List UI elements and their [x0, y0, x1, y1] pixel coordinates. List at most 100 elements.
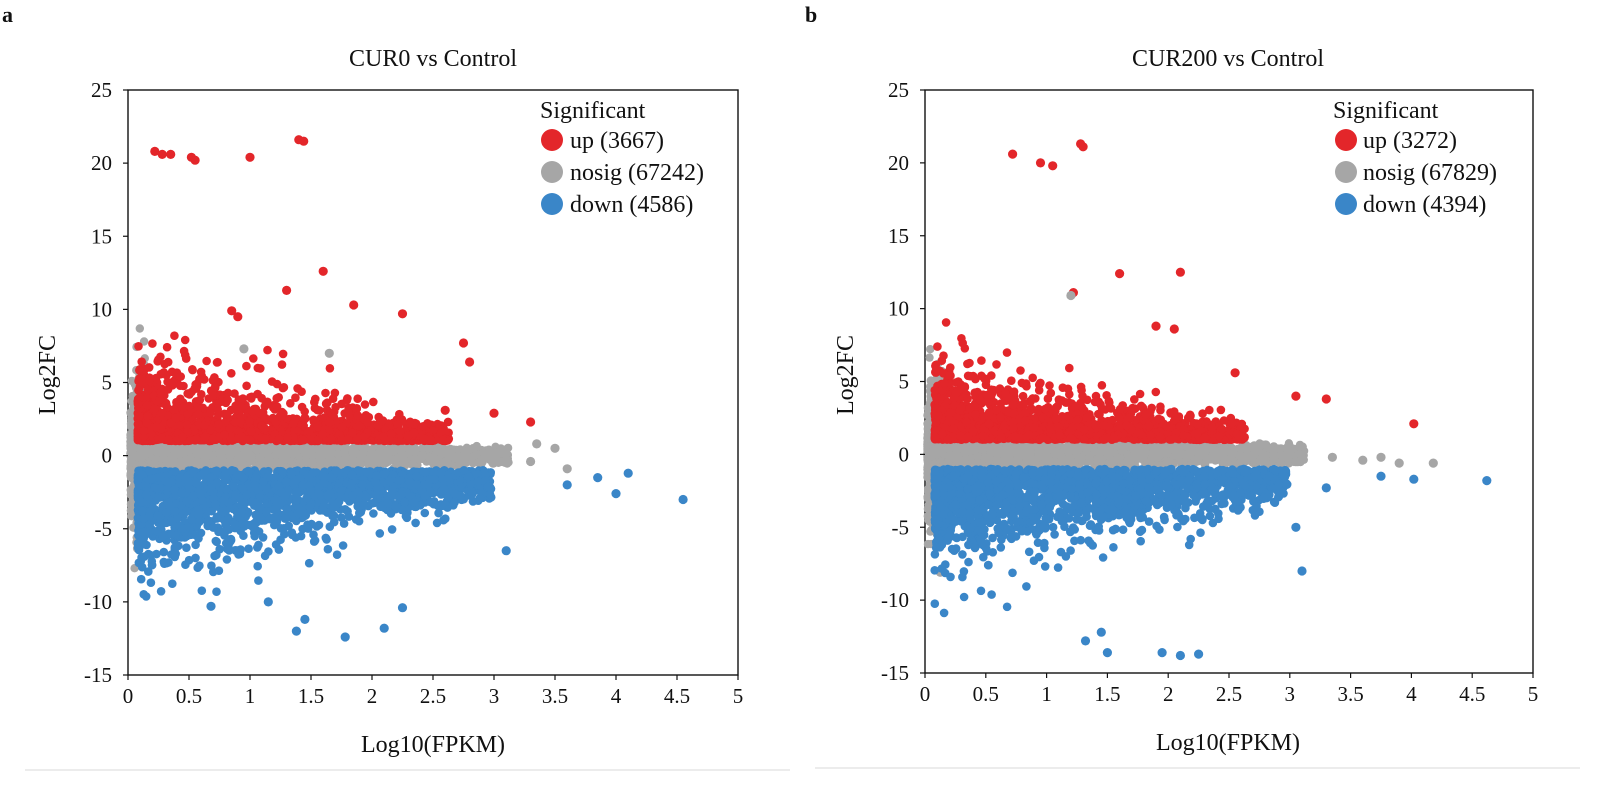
- nosig-point: [438, 458, 447, 467]
- up-point: [277, 360, 287, 369]
- nosig-point: [127, 458, 136, 467]
- up-point: [283, 433, 292, 443]
- up-point: [202, 356, 211, 366]
- up-point: [190, 384, 199, 394]
- nosig-point: [366, 449, 375, 459]
- data-points-a: [126, 135, 688, 642]
- nosig-point: [333, 449, 343, 459]
- up-point: [438, 435, 448, 445]
- up-point: [223, 395, 232, 405]
- nosig-point: [348, 458, 357, 467]
- up-point: [220, 430, 229, 440]
- up-point: [300, 414, 310, 424]
- up-point: [182, 420, 192, 430]
- up-point: [409, 428, 419, 438]
- nosig-point: [494, 457, 503, 466]
- up-point: [378, 432, 388, 441]
- nosig-point: [458, 457, 467, 466]
- up-point: [260, 424, 270, 433]
- nosig-point: [393, 445, 402, 454]
- up-point: [204, 394, 213, 403]
- up-point: [153, 357, 162, 366]
- up-point: [361, 411, 371, 420]
- up-point: [135, 374, 144, 383]
- nosig-point: [390, 455, 400, 465]
- up-point: [134, 342, 143, 351]
- nosig-point: [259, 445, 268, 455]
- up-point: [418, 422, 428, 431]
- nosig-point: [178, 458, 187, 467]
- up-point: [343, 394, 352, 403]
- up-point: [247, 392, 256, 402]
- nosig-point: [300, 447, 309, 456]
- up-point: [369, 397, 378, 407]
- up-point: [360, 400, 370, 409]
- up-point: [178, 432, 187, 442]
- up-point: [169, 405, 179, 415]
- up-point: [214, 420, 223, 429]
- up-point: [206, 408, 215, 418]
- nosig-point: [376, 448, 385, 457]
- up-point: [238, 394, 248, 403]
- up-point: [148, 339, 157, 348]
- up-point: [313, 405, 322, 415]
- up-point: [181, 354, 191, 363]
- up-point: [373, 421, 383, 430]
- up-point: [210, 373, 219, 382]
- up-point: [272, 394, 282, 403]
- up-point: [190, 436, 200, 445]
- up-point: [395, 426, 405, 436]
- up-point: [133, 399, 143, 409]
- up-point: [245, 417, 254, 427]
- up-point: [163, 377, 172, 387]
- nosig-point: [380, 457, 389, 466]
- up-point: [135, 411, 144, 421]
- nosig-point: [135, 324, 144, 333]
- up-point: [258, 408, 268, 418]
- up-point: [223, 409, 232, 419]
- up-point: [193, 410, 203, 419]
- up-point: [145, 376, 154, 386]
- up-point: [151, 422, 161, 432]
- up-point: [253, 363, 263, 373]
- up-point: [291, 393, 300, 403]
- up-point: [158, 408, 167, 418]
- up-point: [212, 358, 222, 367]
- up-point: [274, 434, 284, 444]
- up-point: [278, 349, 288, 359]
- up-point: [405, 419, 415, 428]
- up-point: [133, 419, 143, 429]
- up-point: [328, 394, 338, 404]
- nosig-point: [291, 449, 301, 458]
- nosig-point: [468, 459, 478, 468]
- up-point: [297, 402, 307, 412]
- up-point: [164, 435, 173, 445]
- up-point: [348, 428, 357, 438]
- chart-title-a: CUR0 vs Control: [349, 46, 517, 72]
- nosig-point: [215, 449, 224, 458]
- up-point: [170, 331, 179, 341]
- up-point: [142, 418, 152, 428]
- up-point: [236, 417, 245, 427]
- up-point: [325, 364, 335, 373]
- up-point: [327, 434, 336, 444]
- nosig-point: [348, 448, 358, 457]
- up-point: [248, 407, 257, 416]
- panel-letter-a: a: [2, 2, 13, 27]
- nosig-point: [160, 445, 169, 455]
- nosig-point: [169, 445, 178, 454]
- up-point: [185, 401, 194, 411]
- up-point: [135, 366, 144, 375]
- nosig-point: [191, 447, 200, 456]
- up-point: [227, 369, 236, 378]
- nosig-point: [484, 449, 493, 459]
- panel-a: a CUR0 vs Control 0 0.5 1 1.5 2 2.5 3 3.5 4 4.5 5-…: [2, 2, 743, 758]
- nosig-point: [226, 451, 235, 460]
- up-point: [162, 342, 172, 352]
- nosig-point: [355, 455, 364, 464]
- up-point: [237, 403, 246, 412]
- up-point: [213, 399, 223, 408]
- nosig-point: [202, 452, 211, 461]
- up-point: [247, 427, 256, 436]
